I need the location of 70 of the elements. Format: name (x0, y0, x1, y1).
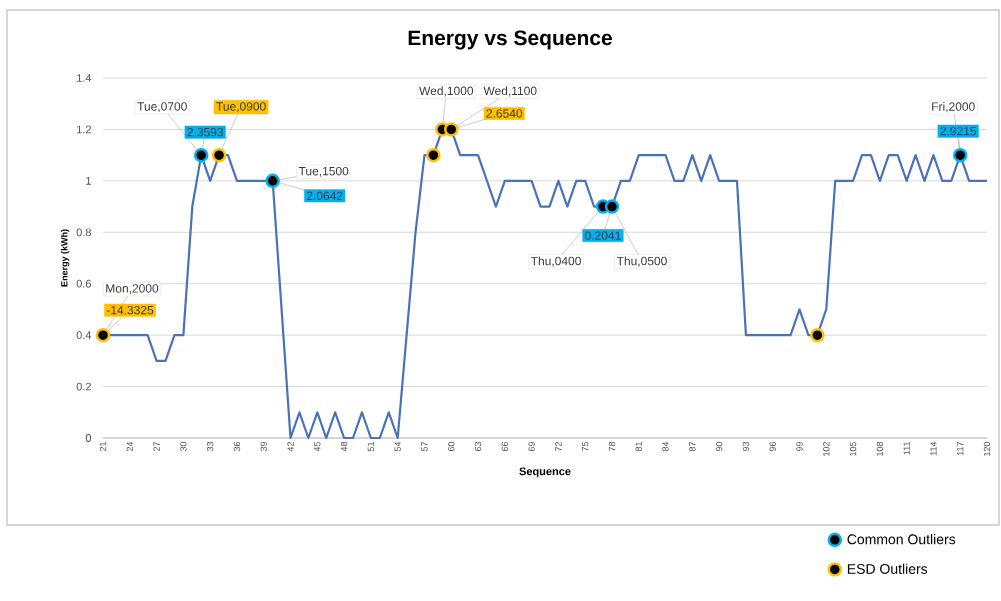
point (426, 147, 441, 163)
point (265, 173, 280, 189)
x-tick-label: 93 (742, 441, 750, 452)
x-tick-label: 111 (903, 441, 910, 455)
x-tick-label: 63 (474, 441, 482, 452)
x-tick-label: 36 (233, 441, 241, 452)
x-tick-label: 21 (99, 441, 107, 452)
legend-label: Common Outliers (847, 533, 956, 545)
x-tick-label: 30 (180, 441, 187, 452)
annotation: 2.3593 (187, 127, 224, 137)
y-tick-label: 1 (86, 177, 91, 185)
legend-label: ESD Outliers (847, 563, 928, 574)
x-tick-label: 120 (983, 441, 991, 456)
x-tick-label: 24 (126, 441, 133, 452)
annotation: Tue,0700 (137, 102, 187, 113)
annotation: Wed,1100 (483, 86, 537, 97)
x-tick-label: 57 (421, 441, 428, 452)
point (444, 122, 459, 137)
x-tick-label: 72 (555, 441, 562, 452)
y-tick-label: 0.8 (76, 228, 91, 237)
y-tick-label: 0 (85, 434, 92, 442)
y-tick-label: 0.2 (76, 382, 91, 391)
x-tick-label: 102 (823, 441, 830, 456)
x-tick-label: 39 (260, 441, 267, 452)
annotation: 2.0642 (306, 191, 343, 201)
annotation: Mon,2000 (106, 284, 159, 295)
x-tick-label: 96 (769, 441, 776, 452)
x-tick-label: 66 (501, 441, 509, 452)
point (95, 327, 111, 343)
annotation: 2.9215 (940, 126, 977, 136)
x-tick-label: 69 (528, 441, 535, 452)
y-tick-label: 1.2 (77, 125, 91, 134)
annotation: Thu,0400 (530, 256, 581, 267)
annotation: -14.3325 (106, 305, 154, 315)
annotation: Tue,0900 (216, 102, 266, 113)
point (604, 199, 620, 214)
y-axis-title: Energy (kWh) (60, 229, 70, 287)
x-tick-label: 75 (582, 441, 589, 452)
annotation: Wed,1000 (419, 86, 474, 97)
annotation: 0.2041 (585, 231, 621, 240)
x-tick-label: 114 (930, 441, 937, 456)
annotation: Fri,2000 (932, 102, 975, 113)
x-tick-label: 81 (635, 441, 642, 452)
x-tick-label: 27 (153, 441, 160, 452)
x-tick-label: 45 (314, 441, 321, 452)
point (193, 147, 209, 163)
x-tick-label: 84 (662, 441, 669, 452)
x-tick-label: 42 (287, 441, 294, 452)
x-tick-label: 117 (957, 441, 964, 456)
y-tick-label: 0.4 (76, 331, 92, 340)
x-tick-label: 33 (206, 441, 214, 452)
x-tick-label: 90 (715, 441, 723, 452)
x-tick-label: 78 (608, 441, 616, 452)
x-tick-label: 99 (796, 441, 803, 452)
x-tick-label: 54 (394, 441, 401, 452)
x-axis-title: Sequence (519, 467, 571, 478)
x-tick-label: 48 (340, 441, 348, 452)
annotation: Tue,1500 (298, 166, 349, 177)
x-tick-label: 60 (448, 441, 455, 452)
y-tick-label: 1.4 (77, 74, 92, 82)
x-tick-label: 51 (367, 441, 375, 452)
point (211, 147, 227, 163)
x-tick-label: 108 (876, 441, 884, 456)
point (810, 327, 825, 343)
annotation: 2.6540 (486, 109, 523, 118)
annotation: Thu,0500 (616, 256, 667, 267)
y-tick-label: 0.6 (76, 279, 91, 288)
x-tick-label: 87 (689, 441, 696, 452)
chart-title: Energy vs Sequence (408, 30, 612, 50)
x-tick-label: 105 (849, 441, 857, 456)
